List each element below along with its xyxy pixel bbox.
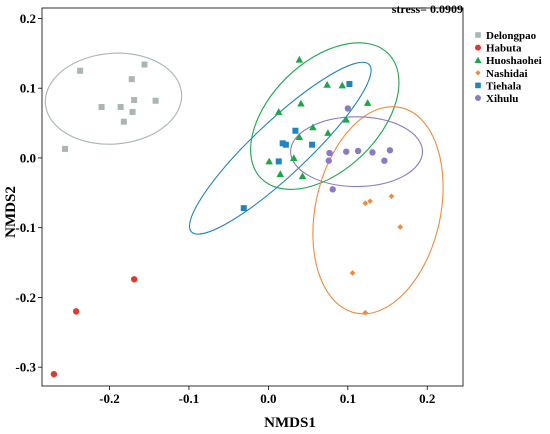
x-tick-label: 0.2 — [419, 391, 435, 406]
data-point — [128, 76, 135, 83]
data-point — [367, 198, 373, 205]
data-point — [77, 67, 84, 74]
y-tick-label: -0.1 — [15, 220, 36, 235]
series-huoshaohei — [265, 55, 372, 180]
data-point — [309, 123, 317, 131]
legend: DelongpaoHabutaHuoshaoheiNashidaiTiehala… — [474, 30, 542, 105]
plot-area — [44, 42, 444, 378]
data-point — [98, 104, 105, 111]
data-point — [62, 145, 69, 152]
data-point — [397, 224, 404, 230]
data-point — [343, 148, 350, 155]
y-tick-label: 0.1 — [20, 81, 36, 96]
data-point — [298, 172, 307, 180]
y-tick-label: 0.0 — [20, 150, 36, 165]
data-point — [362, 309, 369, 316]
ellipse-nashidai — [312, 106, 444, 315]
legend-label: Tiehala — [486, 80, 522, 92]
legend-entry-nashidai: Nashidai — [475, 68, 528, 80]
data-point — [326, 149, 333, 157]
data-point — [297, 99, 305, 107]
legend-entry-tiehala: Tiehala — [475, 80, 522, 92]
data-point — [323, 80, 331, 88]
data-point — [325, 157, 332, 164]
data-point — [324, 129, 332, 136]
legend-entry-habuta: Habuta — [475, 43, 522, 55]
ellipse-huoshaohei — [250, 42, 400, 190]
data-point — [369, 149, 376, 156]
data-point — [295, 55, 304, 63]
data-point — [344, 105, 352, 112]
data-point — [309, 141, 316, 148]
ellipse-tiehala — [188, 61, 372, 235]
x-tick-label: -0.2 — [99, 391, 120, 406]
x-axis-title: NMDS1 — [264, 415, 316, 431]
data-point — [292, 127, 299, 134]
data-point — [388, 193, 395, 200]
data-point — [120, 118, 127, 125]
series-habuta — [50, 276, 138, 378]
y-tick-label: 0.2 — [20, 11, 36, 26]
ellipse-delongpao — [44, 52, 183, 145]
axes: -0.2 -0.1 0.0 0.1 0.2 -0.3 -0.2 -0.1 0.0 0.1 0.2 — [15, 7, 464, 406]
legend-marker — [474, 56, 482, 63]
ellipse-xihulu — [290, 116, 424, 188]
legend-entry-xihulu: Xihulu — [475, 93, 518, 105]
data-point — [346, 81, 353, 88]
legend-marker — [475, 32, 481, 38]
legend-label: Nashidai — [486, 68, 528, 80]
data-point — [349, 270, 356, 276]
data-point — [276, 170, 285, 177]
plot-frame — [41, 7, 464, 387]
series-nashidai — [349, 193, 404, 316]
data-point — [386, 147, 394, 154]
data-point — [240, 205, 247, 212]
y-tick-label: -0.3 — [15, 360, 36, 375]
data-point — [117, 104, 124, 111]
series-xihulu — [325, 105, 394, 193]
legend-entry-delongpao: Delongpao — [475, 30, 537, 42]
data-point — [282, 141, 289, 148]
data-point — [265, 157, 273, 165]
data-point — [129, 108, 136, 115]
data-point — [275, 158, 282, 165]
data-point — [72, 308, 80, 315]
data-point — [338, 81, 347, 89]
legend-marker — [475, 44, 481, 51]
stress-annotation: stress= 0.0909 — [392, 2, 463, 16]
legend-label: Habuta — [486, 43, 522, 55]
data-point — [290, 154, 298, 161]
data-point — [329, 186, 336, 193]
y-axis-title: NMDS2 — [3, 186, 19, 238]
y-tick-label: -0.2 — [15, 290, 36, 305]
data-point — [50, 370, 58, 378]
data-point — [131, 97, 138, 104]
legend-marker — [475, 82, 481, 89]
data-point — [279, 140, 286, 147]
data-point — [362, 200, 369, 207]
legend-label: Xihulu — [486, 93, 518, 105]
data-point — [152, 97, 159, 104]
data-point — [342, 115, 350, 123]
data-point — [381, 157, 388, 164]
series-tiehala — [240, 81, 353, 212]
x-tick-label: -0.1 — [179, 391, 200, 406]
x-tick-label: 0.1 — [340, 391, 356, 406]
legend-label: Delongpao — [486, 30, 537, 42]
x-tick-label: 0.0 — [260, 391, 276, 406]
data-point — [130, 276, 138, 283]
data-point — [295, 133, 304, 141]
data-point — [363, 99, 372, 106]
data-point — [141, 61, 148, 68]
data-point — [274, 108, 283, 115]
legend-marker — [475, 70, 481, 76]
series-delongpao — [62, 61, 159, 152]
legend-entry-huoshaohei: Huoshaohei — [474, 55, 542, 67]
data-point — [354, 147, 362, 155]
legend-label: Huoshaohei — [486, 55, 542, 67]
legend-marker — [475, 95, 481, 101]
